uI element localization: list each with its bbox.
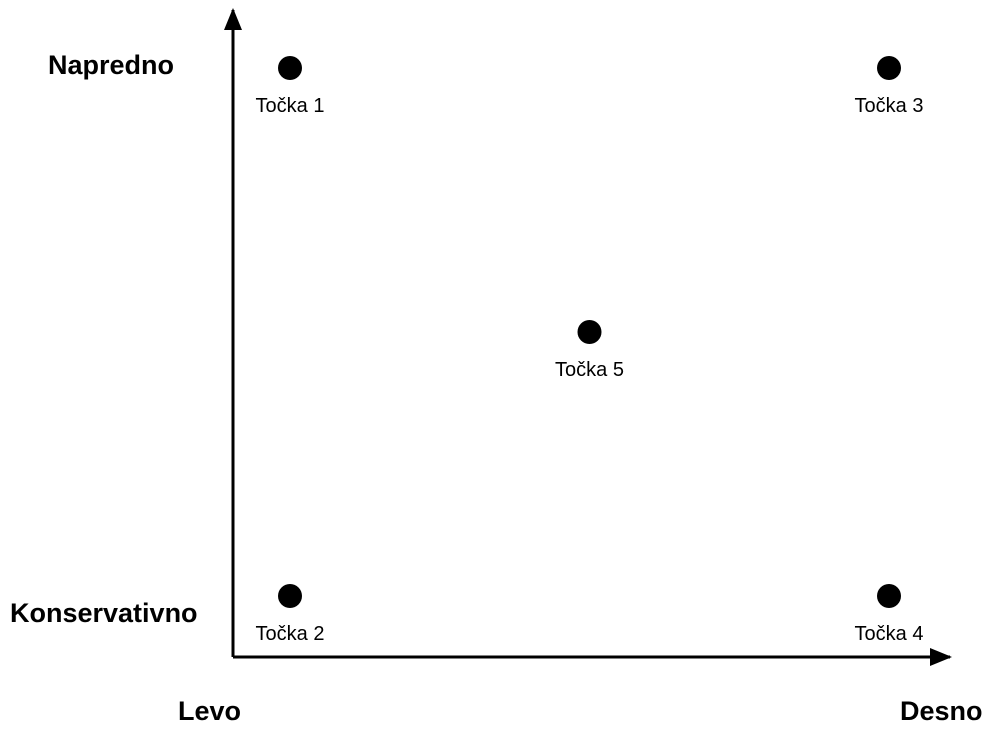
point-label: Točka 3 <box>855 95 924 117</box>
point-label: Točka 1 <box>256 95 325 117</box>
point-marker <box>877 584 901 608</box>
point-label: Točka 4 <box>855 623 924 645</box>
point-label: Točka 2 <box>256 623 325 645</box>
point-marker <box>577 320 602 344</box>
point-5: Točka 5 <box>555 320 624 381</box>
axis-label-right: Desno <box>900 696 983 726</box>
point-label: Točka 5 <box>555 359 624 381</box>
point-2: Točka 2 <box>256 584 325 645</box>
axis-label-top: Napredno <box>48 50 175 80</box>
point-marker <box>278 56 302 80</box>
point-1: Točka 1 <box>256 56 325 117</box>
point-marker <box>877 56 901 80</box>
point-3: Točka 3 <box>855 56 924 117</box>
point-marker <box>278 584 302 608</box>
axis-label-bottom: Konservativno <box>10 598 198 628</box>
points-layer: Točka 1 Točka 2 Točka 3 Točka 4 Točka 5 <box>256 56 924 645</box>
point-4: Točka 4 <box>855 584 924 645</box>
y-axis-arrowhead <box>224 8 242 30</box>
x-axis-arrowhead <box>930 648 952 666</box>
axis-label-left: Levo <box>178 696 242 726</box>
